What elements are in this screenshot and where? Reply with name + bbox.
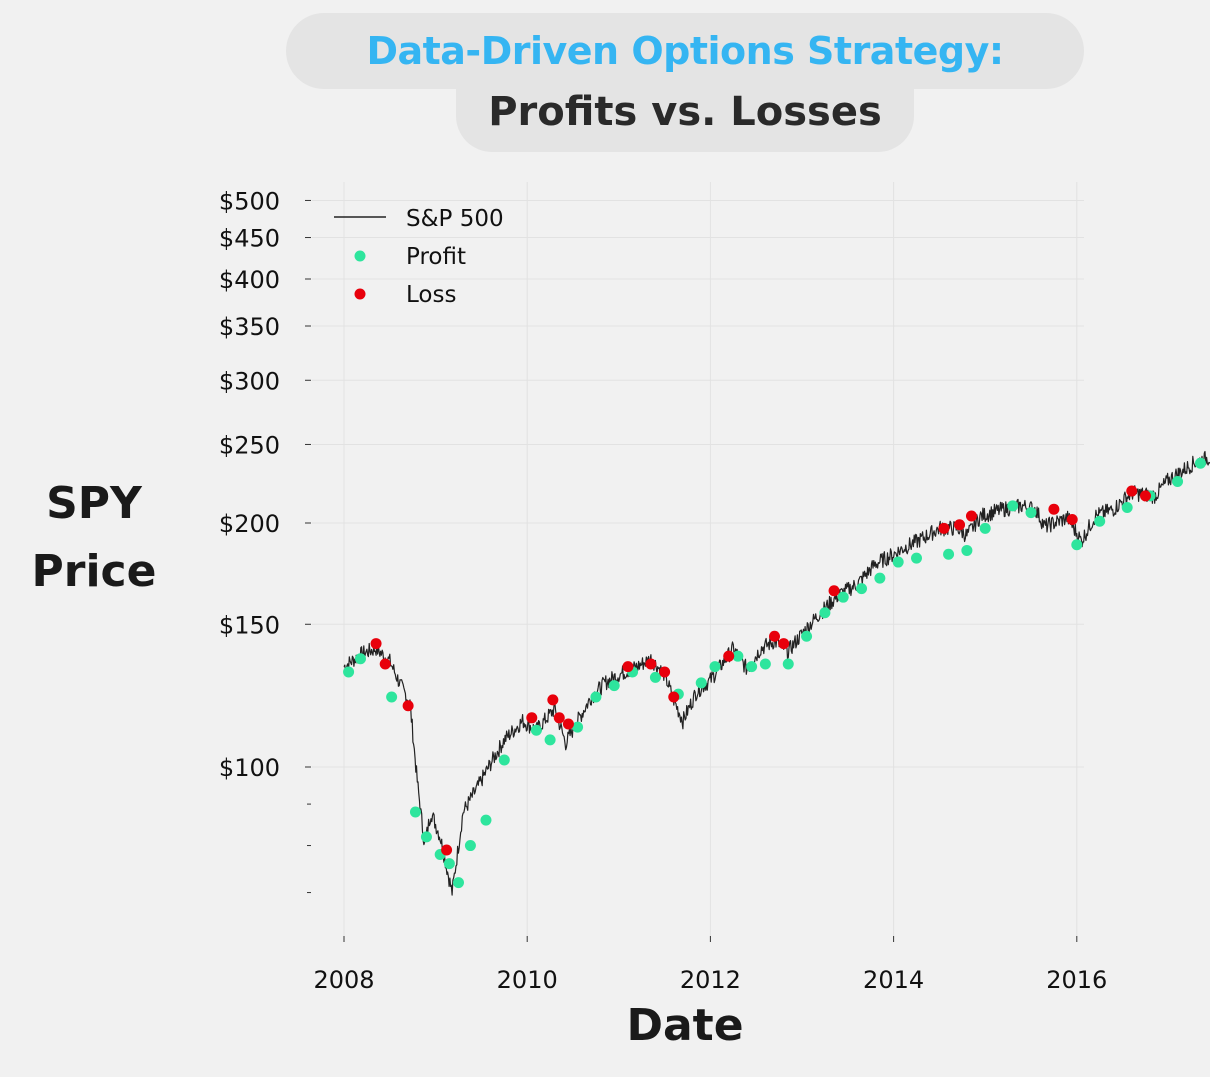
loss-point <box>622 661 634 673</box>
y-tick-label: $150 <box>219 611 280 639</box>
profit-point <box>1025 507 1037 519</box>
loss-point <box>1126 485 1138 497</box>
legend-label-sp500: S&P 500 <box>406 206 504 232</box>
legend-label-profit: Profit <box>406 244 466 270</box>
y-axis-label-line1: SPY <box>46 478 142 529</box>
profit-point <box>709 661 721 673</box>
sp500-series <box>343 450 1210 896</box>
y-tick-label: $400 <box>219 266 280 294</box>
legend-label-loss: Loss <box>406 282 456 308</box>
profit-point <box>782 658 794 670</box>
loss-point <box>1140 490 1151 502</box>
y-tick-label: $350 <box>219 313 280 341</box>
profit-point <box>530 724 542 736</box>
sp500-line <box>343 450 1210 896</box>
loss-point <box>553 712 565 724</box>
profit-point <box>409 806 421 818</box>
y-tick-label: $300 <box>219 367 280 395</box>
y-tick-label: $500 <box>219 187 280 215</box>
profit-point <box>979 522 991 534</box>
profit-point <box>695 677 707 689</box>
loss-point <box>723 650 735 662</box>
loss-point <box>526 712 538 724</box>
loss-point <box>965 510 977 522</box>
y-tick-label: $200 <box>219 510 280 538</box>
loss-point <box>547 694 559 706</box>
profit-point <box>837 591 849 603</box>
loss-point <box>828 585 840 597</box>
y-axis-label: SPY Price <box>16 470 172 606</box>
profit-point <box>892 556 904 568</box>
x-tick-label: 2016 <box>1046 966 1107 994</box>
profit-point <box>1094 515 1106 527</box>
profit-point <box>498 754 510 766</box>
profit-point <box>732 650 744 662</box>
loss-point <box>441 844 453 856</box>
profit-point <box>453 877 464 889</box>
profit-point <box>874 572 886 584</box>
profit-point <box>759 658 771 670</box>
x-tick-label: 2012 <box>680 966 741 994</box>
loss-point <box>645 658 657 670</box>
profit-point <box>544 734 556 746</box>
profit-point <box>943 548 955 560</box>
profit-point <box>961 544 973 556</box>
profit-point <box>443 858 455 870</box>
profit-point <box>572 721 584 733</box>
title-badge: Data-Driven Options Strategy: <box>286 13 1084 89</box>
loss-point <box>659 666 671 678</box>
loss-point <box>562 718 574 730</box>
profit-point <box>420 831 432 843</box>
loss-point <box>769 630 781 642</box>
profit-point <box>608 680 620 692</box>
loss-point <box>938 522 950 534</box>
loss-point <box>1048 503 1060 515</box>
loss-point <box>954 519 966 531</box>
chart-title: Data-Driven Options Strategy: <box>366 29 1004 73</box>
legend-profit-swatch <box>354 250 366 262</box>
profit-point <box>590 691 602 703</box>
profit-point <box>746 661 758 673</box>
loss-series <box>370 485 1151 856</box>
profit-point <box>649 671 661 683</box>
profit-point <box>801 630 813 642</box>
loss-point <box>778 638 790 650</box>
x-axis-label: Date <box>626 1000 744 1051</box>
profit-point <box>343 666 355 678</box>
y-tick-label: $250 <box>219 431 280 459</box>
profit-point <box>480 814 492 826</box>
loss-point <box>379 658 391 670</box>
x-tick-label: 2014 <box>863 966 924 994</box>
profit-point <box>1194 457 1206 469</box>
chart-subtitle: Profits vs. Losses <box>488 89 882 135</box>
x-axis-ticks: 200820102012201420162018202020222024 <box>313 936 1107 994</box>
loss-point <box>402 700 414 712</box>
y-axis-ticks: $100 $150 $200 $250 $300 $350 $400 $450 $500 <box>219 187 311 894</box>
y-tick-label: $450 <box>219 225 280 253</box>
profit-point <box>1121 502 1133 514</box>
profit-point <box>1007 500 1019 512</box>
loss-point <box>370 638 382 650</box>
loss-point <box>1066 513 1078 525</box>
x-tick-label: 2008 <box>313 966 374 994</box>
loss-point <box>668 691 680 703</box>
profit-point <box>354 653 366 665</box>
profit-point <box>1071 539 1083 551</box>
x-tick-label: 2010 <box>497 966 558 994</box>
y-tick-label: $100 <box>219 754 280 782</box>
profit-point <box>911 552 922 564</box>
y-axis-label-line2: Price <box>31 546 157 597</box>
profit-point <box>819 607 831 619</box>
profit-point <box>1172 476 1184 488</box>
legend: S&P 500 Profit Loss <box>334 206 504 308</box>
legend-loss-swatch <box>354 288 366 300</box>
profit-point <box>464 840 476 852</box>
profit-point <box>386 691 398 703</box>
profit-point <box>856 583 868 595</box>
